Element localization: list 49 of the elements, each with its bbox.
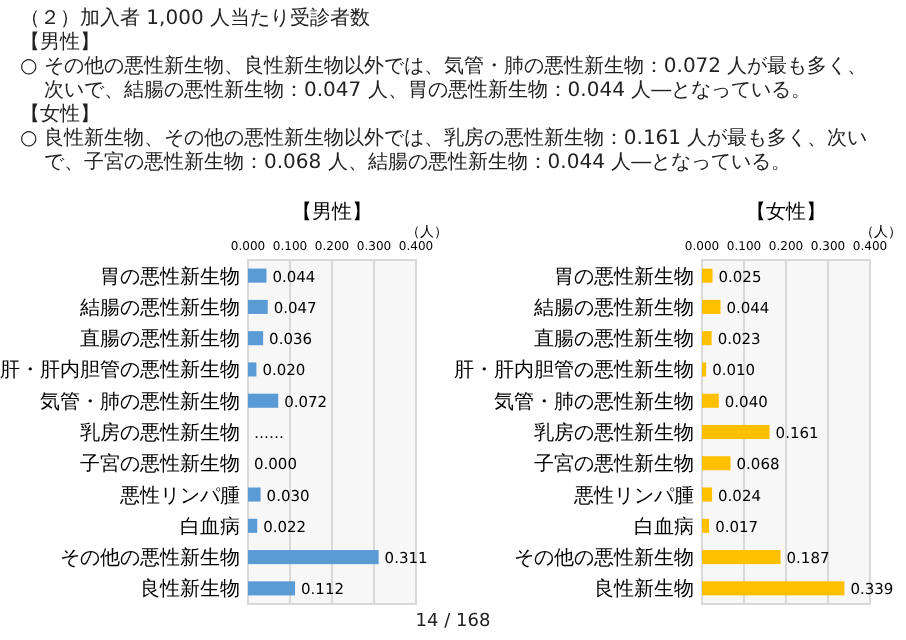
- y-tick-label: 気管・肺の悪性新生物: [40, 389, 240, 414]
- y-tick-label: 胃の悪性新生物: [554, 264, 694, 289]
- y-tick-label: 直腸の悪性新生物: [80, 327, 240, 352]
- y-tick-label: 子宮の悪性新生物: [534, 452, 694, 477]
- bar: [248, 518, 258, 533]
- bar: [248, 487, 261, 502]
- bar: [248, 299, 268, 314]
- bar: [248, 581, 296, 596]
- text: ○ 良性新生物、その他の悪性新生物以外では、乳房の悪性新生物：0.161 人が最も多く、次いで、子宮の悪性新生物：0.068 人、結腸の悪性新生物：0.044 人―となっている。: [20, 128, 870, 176]
- y-tick-label: 気管・肺の悪性新生物: [494, 389, 694, 414]
- bar: [702, 550, 781, 565]
- bar: [248, 362, 257, 377]
- bar: [248, 550, 379, 565]
- bar: [248, 331, 264, 346]
- bar: [248, 393, 279, 408]
- y-tick-label: 胃の悪性新生物: [100, 264, 240, 289]
- chart-title: 【女性】: [746, 200, 826, 224]
- y-tick-label: 白血病: [180, 514, 240, 539]
- y-tick-label: その他の悪性新生物: [60, 546, 240, 571]
- bar: [702, 518, 710, 533]
- bar: [702, 424, 770, 440]
- bar: [702, 393, 719, 408]
- y-tick-label: その他の悪性新生物: [514, 546, 694, 571]
- y-tick-label: 肝・肝内胆管の悪性新生物: [0, 358, 240, 383]
- y-tick-label: 良性新生物: [594, 577, 694, 602]
- bar: [248, 268, 267, 283]
- bar: [702, 331, 712, 346]
- bar: [702, 456, 731, 471]
- y-tick-label: 乳房の悪性新生物: [534, 421, 694, 445]
- bar: [702, 487, 713, 502]
- y-tick-label: 白血病: [634, 514, 694, 539]
- text: 【男性】: [20, 32, 102, 56]
- y-tick-label: 子宮の悪性新生物: [80, 452, 240, 477]
- y-tick-label: 結腸の悪性新生物: [532, 295, 694, 320]
- y-tick-label: 乳房の悪性新生物: [80, 421, 240, 445]
- text: ○ その他の悪性新生物、良性新生物以外では、気管・肺の悪性新生物：0.072 人が最も多く、次いで、結腸の悪性新生物：0.047 人、胃の悪性新生物：0.044 人―となっている。: [20, 56, 870, 103]
- text: （２）加入者 1,000 人当たり受診者数: [20, 8, 372, 31]
- y-tick-label: 悪性リンパ腫: [572, 483, 694, 508]
- bar: [702, 268, 713, 283]
- text: 【女性】: [20, 104, 102, 127]
- bar: [702, 581, 845, 596]
- bar: [702, 299, 721, 314]
- y-tick-label: 悪性リンパ腫: [118, 483, 240, 508]
- y-tick-label: 良性新生物: [140, 577, 240, 602]
- y-tick-label: 肝・肝内胆管の悪性新生物: [454, 358, 694, 383]
- y-tick-label: 直腸の悪性新生物: [534, 327, 694, 352]
- chart-title: 【男性】: [292, 200, 372, 224]
- y-tick-label: 結腸の悪性新生物: [78, 295, 240, 320]
- text: 14 / 168: [413, 612, 493, 632]
